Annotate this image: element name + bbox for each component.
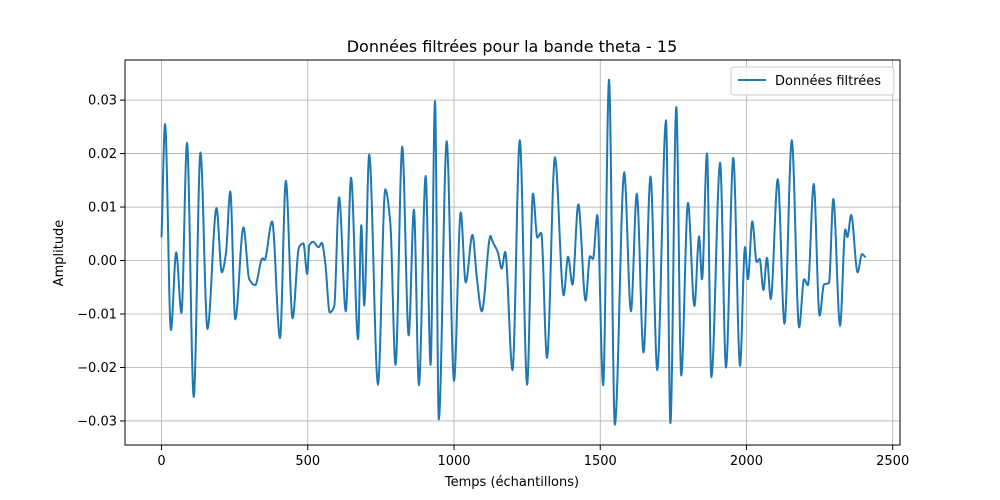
y-tick-label: 0.01 [88, 201, 117, 216]
y-axis: −0.03 −0.02 −0.01 0.00 0.01 0.02 0.03 [77, 94, 125, 429]
y-tick-label: 0.00 [88, 254, 117, 269]
plot-area: 0 500 1000 1500 2000 2500 −0.03 −0.02 −0.01 0.00… [77, 59, 909, 469]
y-tick-label: −0.02 [77, 361, 117, 376]
x-tick-label: 0 [157, 454, 165, 469]
legend: Données filtrées [730, 66, 895, 96]
y-tick-label: 0.03 [88, 94, 117, 109]
x-tick-label: 1500 [584, 454, 617, 469]
chart-title: Données filtrées pour la bande theta - 1… [347, 37, 678, 56]
legend-label: Données filtrées [775, 74, 881, 89]
y-axis-title: Amplitude [52, 220, 67, 287]
x-axis: 0 500 1000 1500 2000 2500 [157, 445, 909, 469]
x-tick-label: 2500 [876, 454, 909, 469]
axes-frame [124, 59, 901, 446]
x-axis-title: Temps (échantillons) [444, 475, 579, 490]
legend-box [730, 66, 895, 96]
grid [125, 60, 900, 445]
y-tick-label: 0.02 [88, 147, 117, 162]
x-tick-label: 1000 [437, 454, 470, 469]
series-line-donnees-filtrees [160, 78, 866, 426]
x-tick-label: 500 [295, 454, 320, 469]
y-tick-label: −0.01 [77, 307, 117, 322]
x-tick-label: 2000 [730, 454, 763, 469]
y-tick-label: −0.03 [77, 414, 117, 429]
